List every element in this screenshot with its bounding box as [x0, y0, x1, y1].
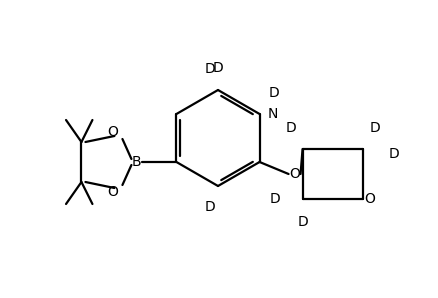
Text: D: D — [212, 61, 223, 75]
Text: O: O — [107, 185, 118, 199]
Text: N: N — [268, 107, 278, 121]
Text: D: D — [285, 121, 296, 135]
Text: D: D — [270, 192, 281, 206]
Text: D: D — [389, 147, 399, 161]
Text: D: D — [205, 200, 215, 214]
Text: O: O — [289, 167, 300, 181]
Text: B: B — [131, 155, 141, 169]
Text: O: O — [107, 125, 118, 139]
Text: D: D — [297, 215, 308, 229]
Text: D: D — [205, 62, 215, 76]
Text: O: O — [364, 192, 375, 206]
Text: D: D — [268, 86, 279, 100]
Text: D: D — [369, 121, 380, 135]
